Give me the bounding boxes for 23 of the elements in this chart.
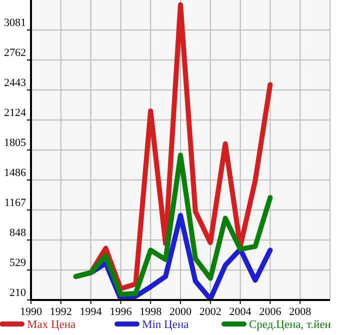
y-tick-label: 210	[10, 287, 26, 299]
y-tick-label: 848	[10, 227, 26, 239]
x-tick-label: 1996	[110, 306, 132, 318]
x-tick-label: 2000	[170, 306, 192, 318]
y-tick-label: 2762	[4, 47, 26, 59]
x-tick-label: 1992	[50, 306, 72, 318]
x-tick-label: 2006	[259, 306, 282, 318]
y-tick-label: 1486	[4, 167, 26, 179]
x-tick-label: 1990	[20, 306, 42, 318]
legend-label: Сред.Цена, т.йен	[249, 319, 331, 331]
y-tick-label: 1805	[4, 137, 26, 149]
x-tick-label: 2002	[199, 306, 222, 318]
x-tick-label: 1994	[80, 306, 102, 318]
y-tick-label: 3081	[4, 17, 26, 29]
x-tick-label: 1998	[140, 306, 162, 318]
y-tick-label: 2443	[4, 77, 26, 89]
x-tick-label: 2008	[289, 306, 312, 318]
y-tick-label: 1167	[4, 197, 26, 209]
legend-label: Max Цена	[27, 319, 76, 331]
legend-label: Min Цена	[142, 319, 189, 331]
x-tick-label: 2004	[229, 306, 252, 318]
y-tick-label: 529	[10, 257, 26, 269]
y-tick-label: 2124	[4, 107, 26, 119]
